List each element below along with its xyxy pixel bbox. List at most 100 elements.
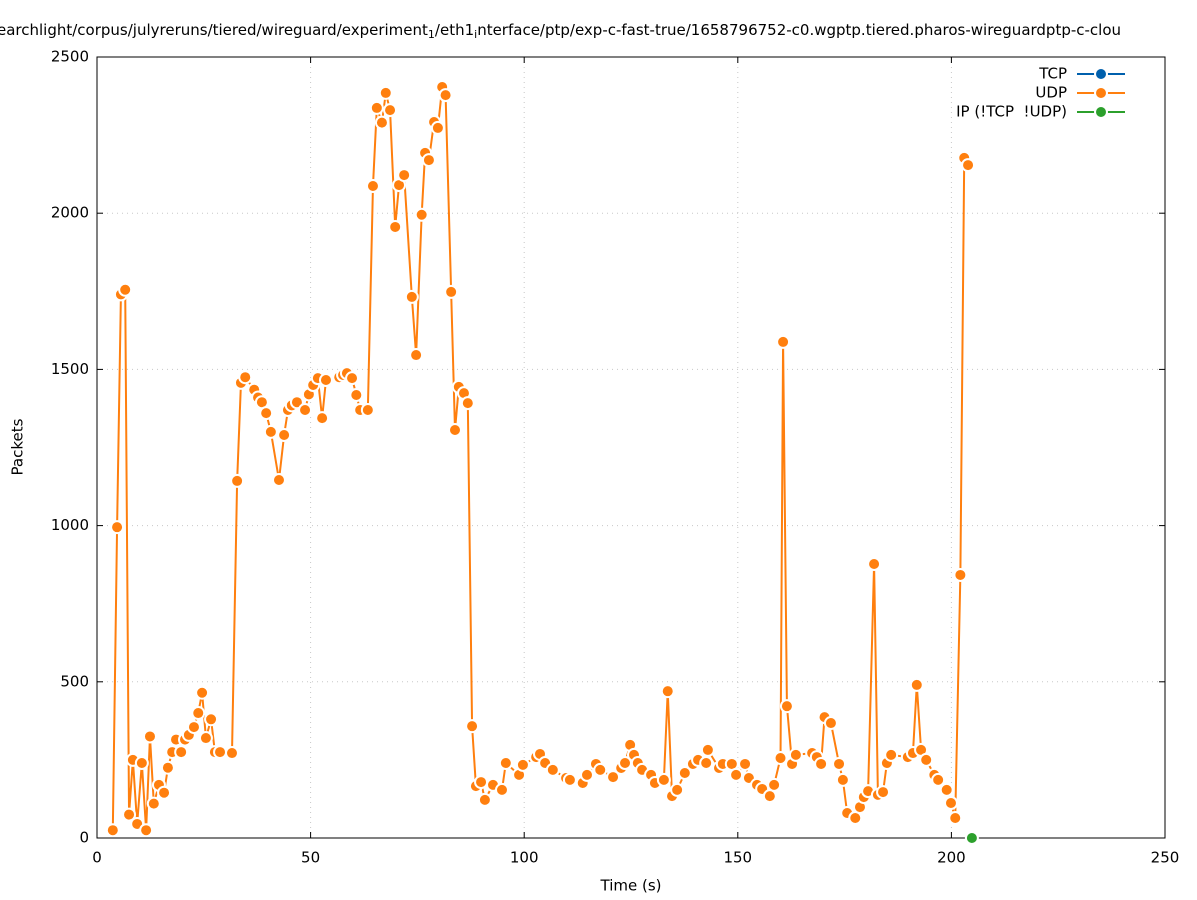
y-tick-label: 1000 bbox=[51, 516, 89, 534]
data-point bbox=[919, 752, 934, 767]
title-part: /eth1 bbox=[435, 21, 474, 39]
data-point bbox=[374, 115, 389, 130]
legend-label: IP (!TCP !UDP) bbox=[956, 103, 1067, 121]
data-point bbox=[397, 168, 412, 183]
data-point bbox=[700, 742, 715, 757]
data-point bbox=[118, 282, 133, 297]
data-point bbox=[259, 406, 274, 421]
data-point bbox=[142, 729, 157, 744]
legend-marker bbox=[1094, 86, 1108, 100]
y-tick-label: 2500 bbox=[51, 48, 89, 66]
legend-marker bbox=[1094, 67, 1108, 81]
x-axis-label: Time (s) bbox=[600, 877, 662, 895]
data-point bbox=[498, 756, 513, 771]
data-point bbox=[953, 567, 968, 582]
title-part: nterface/ptp/exp-c-fast-true/1658796752-… bbox=[477, 21, 1121, 39]
data-point bbox=[876, 785, 891, 800]
y-tick-label: 0 bbox=[79, 829, 89, 847]
data-point bbox=[365, 179, 380, 194]
data-point bbox=[105, 823, 120, 838]
data-point bbox=[404, 289, 419, 304]
series-line bbox=[111, 86, 969, 831]
data-point bbox=[191, 706, 206, 721]
data-point bbox=[477, 792, 492, 807]
data-point bbox=[238, 370, 253, 385]
data-point bbox=[606, 770, 621, 785]
data-point bbox=[939, 782, 954, 797]
legend-label: UDP bbox=[1035, 84, 1067, 102]
data-point bbox=[378, 85, 393, 100]
data-point bbox=[289, 395, 304, 410]
data-point bbox=[345, 371, 360, 386]
data-point bbox=[369, 100, 384, 115]
data-point bbox=[699, 756, 714, 771]
data-point bbox=[430, 120, 445, 135]
grid bbox=[96, 56, 1166, 839]
x-tick-label: 200 bbox=[937, 849, 966, 867]
data-point bbox=[198, 731, 213, 746]
data-point bbox=[767, 777, 782, 792]
data-point bbox=[660, 684, 675, 699]
data-point bbox=[318, 373, 333, 388]
data-point bbox=[298, 403, 313, 418]
data-point bbox=[122, 807, 137, 822]
data-point bbox=[579, 767, 594, 782]
data-point bbox=[729, 767, 744, 782]
data-point bbox=[948, 811, 963, 826]
data-point bbox=[670, 782, 685, 797]
data-point bbox=[776, 334, 791, 349]
data-point bbox=[835, 772, 850, 787]
data-point bbox=[134, 756, 149, 771]
plot-frame bbox=[96, 56, 1166, 839]
data-point bbox=[186, 720, 201, 735]
data-point bbox=[788, 747, 803, 762]
data-point bbox=[823, 716, 838, 731]
data-point bbox=[677, 766, 692, 781]
data-point bbox=[773, 751, 788, 766]
data-point bbox=[213, 745, 228, 760]
data-point bbox=[110, 520, 125, 535]
chart-title: earchlight/corpus/julyreruns/tiered/wire… bbox=[0, 21, 1121, 42]
y-tick-label: 1500 bbox=[51, 360, 89, 378]
title-part: 1 bbox=[428, 28, 435, 41]
data-point bbox=[146, 796, 161, 811]
data-point bbox=[277, 428, 292, 443]
x-tick-label: 100 bbox=[510, 849, 539, 867]
data-point bbox=[593, 762, 608, 777]
x-tick-label: 250 bbox=[1151, 849, 1180, 867]
data-point bbox=[447, 423, 462, 438]
data-point bbox=[931, 772, 946, 787]
data-point bbox=[460, 396, 475, 411]
data-point bbox=[139, 823, 154, 838]
title-part: earchlight/corpus/julyreruns/tiered/wire… bbox=[0, 21, 428, 39]
data-point bbox=[174, 745, 189, 760]
data-point bbox=[349, 388, 364, 403]
data-point bbox=[315, 411, 330, 426]
data-point bbox=[421, 153, 436, 168]
data-point bbox=[388, 219, 403, 234]
data-point bbox=[263, 424, 278, 439]
data-point bbox=[438, 88, 453, 103]
data-point bbox=[157, 785, 172, 800]
x-tick-label: 0 bbox=[92, 849, 102, 867]
data-point bbox=[444, 284, 459, 299]
data-point bbox=[909, 677, 924, 692]
data-point bbox=[545, 762, 560, 777]
legend-marker bbox=[1094, 105, 1108, 119]
legend-label: TCP bbox=[1038, 65, 1067, 83]
y-tick-label: 2000 bbox=[51, 204, 89, 222]
data-point bbox=[160, 760, 175, 775]
y-axis-label: Packets bbox=[9, 418, 27, 475]
y-tick-label: 500 bbox=[60, 672, 89, 690]
data-point bbox=[195, 685, 210, 700]
data-point bbox=[814, 756, 829, 771]
data-point bbox=[943, 796, 958, 811]
data-point bbox=[515, 757, 530, 772]
data-point bbox=[360, 403, 375, 418]
data-point bbox=[961, 158, 976, 173]
data-point bbox=[656, 772, 671, 787]
data-point bbox=[884, 747, 899, 762]
data-point bbox=[494, 782, 509, 797]
data-point bbox=[224, 746, 239, 761]
